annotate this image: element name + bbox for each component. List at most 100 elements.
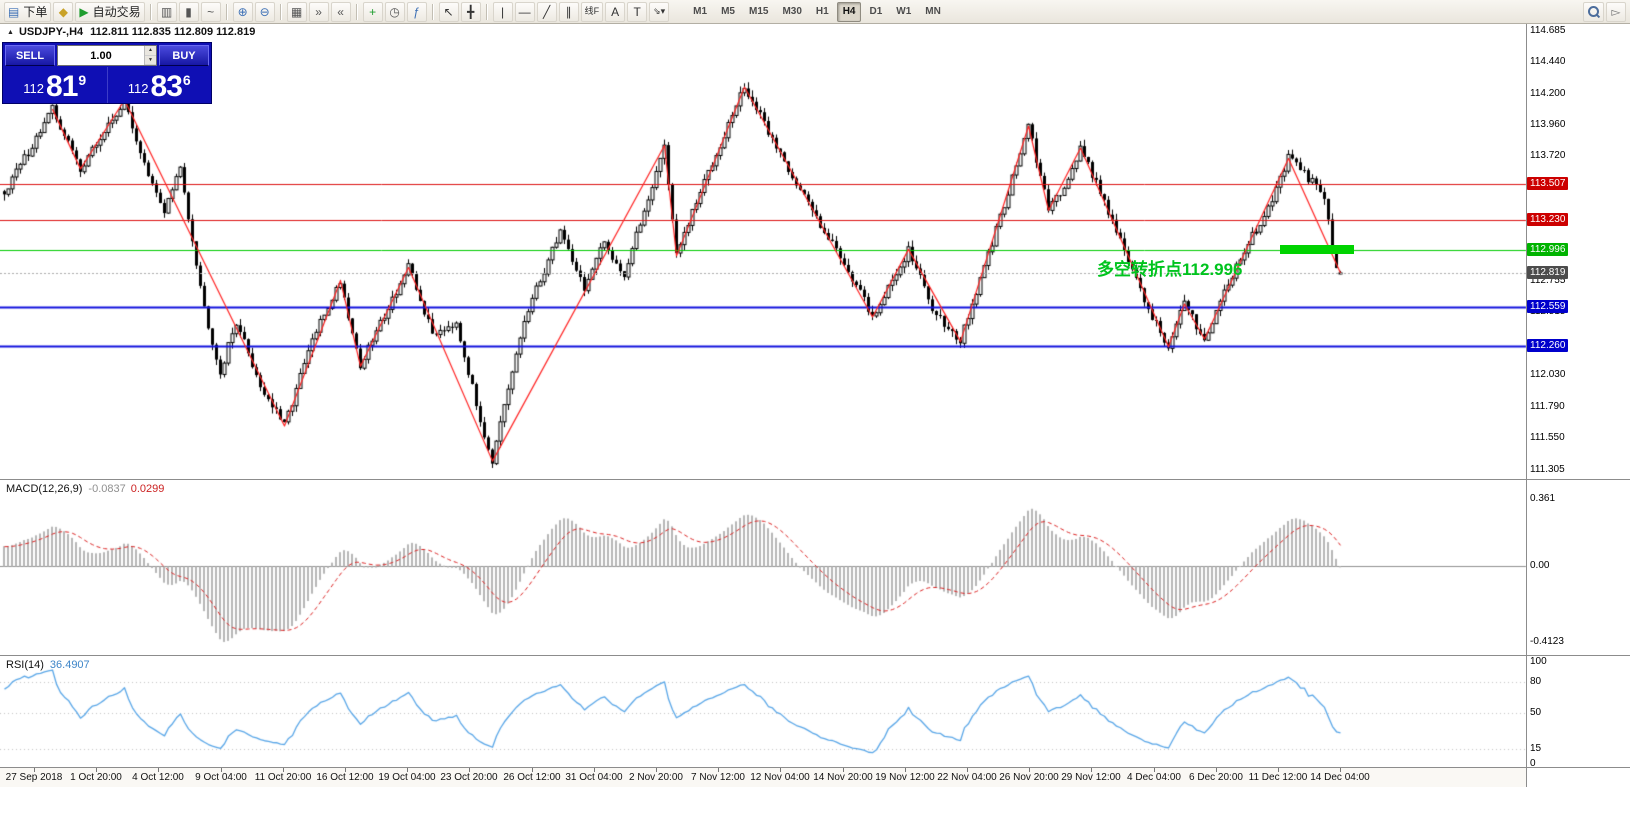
buy-price-big: 83 [150,70,183,103]
time-tick [532,768,533,772]
new-chart-button[interactable]: + [362,1,383,22]
fibonacci-icon: 线F [584,6,600,16]
zoom-in-button[interactable]: ⊕ [232,1,253,22]
auto-trading-button[interactable]: ▶ 自动交易 [75,1,145,22]
price-badge: 113.507 [1527,177,1569,190]
bar-chart-icon: ▥ [160,4,173,19]
auto-scroll-button[interactable]: » [308,1,329,22]
trendline-button[interactable]: ╱ [536,1,557,22]
buy-button[interactable]: BUY [159,45,209,66]
rsi-scale-tick: 100 [1530,656,1547,667]
time-tick [469,768,470,772]
channel-button[interactable]: ∥ [558,1,579,22]
crosshair-button[interactable]: ╋ [460,1,481,22]
timeframe-m5[interactable]: M5 [721,6,735,17]
rsi-indicator-label: RSI(14) 36.4907 [6,659,90,671]
horizontal-line-button[interactable]: — [514,1,535,22]
macd-scale-tick: 0.361 [1530,492,1556,504]
time-label: 2 Nov 20:00 [629,772,683,783]
arrows-dropdown-icon: ⇘▾ [653,6,666,16]
rsi-name: RSI(14) [6,659,44,671]
zoom-out-button[interactable]: ⊖ [254,1,275,22]
clock-icon: ◷ [389,4,400,19]
timeframe-h1[interactable]: H1 [815,6,829,17]
splitter-macd-rsi[interactable] [0,655,1630,656]
time-label: 14 Dec 04:00 [1310,772,1370,783]
collapse-panel-icon[interactable]: ▲ [7,29,14,36]
period-button[interactable]: ◷ [384,1,405,22]
symbol-info: ▲ USDJPY-,H4 112.811 112.835 112.809 112.8… [7,26,255,38]
splitter-rsi-axis[interactable] [0,767,1630,768]
price-tick: 114.200 [1530,87,1566,99]
volume-input[interactable] [58,46,144,65]
chart-annotation-text[interactable]: 多空转折点112.996 [1097,260,1243,279]
volume-field: ▲ ▼ [57,45,157,66]
price-tick: 111.305 [1530,463,1565,475]
time-tick [905,768,906,772]
candlestick-chart-button[interactable]: ▮ [178,1,199,22]
quick-nav-button[interactable]: ▻ [1606,1,1626,22]
crosshair-icon: ╋ [466,4,475,19]
splitter-main-macd[interactable] [0,479,1630,480]
volume-spinner: ▲ ▼ [144,46,156,65]
fibonacci-button[interactable]: 线F [580,1,604,22]
new-order-button[interactable]: ▤ 下单 [4,1,52,22]
timeframe-m1[interactable]: M1 [693,6,708,17]
macd-indicator-label: MACD(12,26,9) -0.0837 0.0299 [6,483,164,495]
trendline-icon: ╱ [542,4,551,19]
metaeditor-button[interactable]: ◆ [53,1,74,22]
play-icon: ▶ [79,4,89,19]
sell-price-prefix: 112 [23,81,45,96]
sell-button[interactable]: SELL [5,45,55,66]
time-tick [656,768,657,772]
cursor-icon: ↖ [443,4,454,19]
timeframe-m30[interactable]: M30 [782,6,802,17]
time-axis[interactable]: 27 Sep 2018 1 Oct 20:00 4 Oct 12:00 9 Oct 0… [0,768,1526,787]
sell-price: 112 81 9 [3,67,107,103]
time-label: 23 Oct 20:00 [440,772,498,783]
search-button[interactable] [1583,1,1604,22]
ohlc-label: 112.811 112.835 112.809 112.819 [90,26,256,38]
timeframe-d1[interactable]: D1 [869,6,883,17]
price-badge: 113.230 [1527,213,1569,226]
timeframe-mn[interactable]: MN [925,6,941,17]
time-label: 27 Sep 2018 [5,772,63,783]
cursor-button[interactable]: ↖ [438,1,459,22]
line-chart-button[interactable]: ~ [200,1,221,22]
timeframe-m15[interactable]: M15 [748,6,769,17]
zoom-out-icon: ⊖ [259,4,270,19]
toolbar: ▤ 下单 ◆ ▶ 自动交易 ▥ ▮ ~ ⊕ ⊖ ▦ » « + ◷ ƒ ↖ ╋ | — ╱ ∥ 线F A T ⇘▾ M1 M5 M15… [0,0,1630,24]
time-label: 4 Dec 04:00 [1127,772,1181,783]
arrows-button[interactable]: ⇘▾ [649,1,670,22]
price-badge: 112.260 [1527,339,1569,352]
buy-price: 112 83 6 [108,67,212,103]
price-tick: 114.685 [1530,24,1566,36]
tile-windows-button[interactable]: ▦ [286,1,307,22]
bar-chart-button[interactable]: ▥ [156,1,177,22]
time-label: 22 Nov 04:00 [937,772,997,783]
toolbar-separator [225,3,228,20]
time-label: 26 Nov 20:00 [999,772,1059,783]
rsi-scale-tick: 50 [1530,707,1542,718]
price-tick: 112.755 [1530,275,1566,287]
price-scale-border [1526,24,1527,787]
text-button[interactable]: A [605,1,626,22]
time-tick [96,768,97,772]
price-scale[interactable]: 114.685 114.440 114.200 113.960 113.720 112.7… [1527,0,1630,813]
trend-highlight-bar[interactable] [1280,245,1354,254]
indicators-button[interactable]: ƒ [406,1,427,22]
time-label: 11 Dec 12:00 [1248,772,1308,783]
chart-shift-button[interactable]: « [330,1,351,22]
label-button[interactable]: T [627,1,648,22]
timeframe-w1[interactable]: W1 [896,6,912,17]
volume-up-icon[interactable]: ▲ [145,46,156,56]
vertical-line-button[interactable]: | [492,1,513,22]
arrow-right-icon: ▻ [1611,4,1621,19]
time-label: 9 Oct 04:00 [195,772,247,783]
volume-down-icon[interactable]: ▼ [145,55,156,65]
timeframe-h4[interactable]: H4 [836,1,862,22]
rsi-value: 36.4907 [49,659,90,671]
time-tick [221,768,222,772]
